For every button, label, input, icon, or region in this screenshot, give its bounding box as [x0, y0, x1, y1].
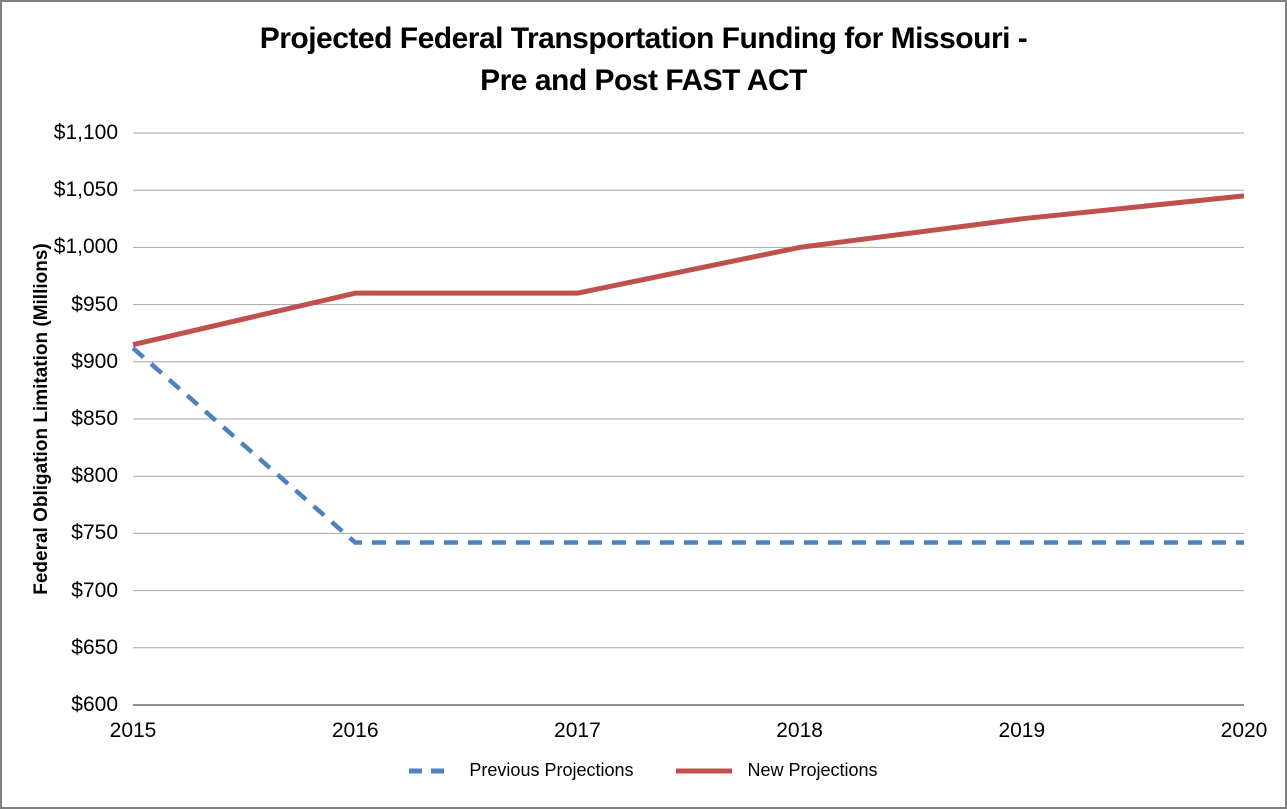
series-line-new-projections [132, 193, 1245, 348]
chart-title-line2: Pre and Post FAST ACT [480, 64, 807, 97]
chart-title-line1: Projected Federal Transportation Funding… [259, 22, 1028, 55]
legend: Previous Projections New Projections [0, 760, 1287, 781]
dashed-line-sample-icon [409, 768, 454, 773]
legend-item-previous-projections: Previous Projections [409, 760, 634, 781]
chart-title: Projected Federal Transportation Funding… [0, 18, 1287, 102]
legend-label-previous-projections: Previous Projections [469, 760, 634, 780]
series-line-previous-projections [131, 346, 1244, 545]
legend-label-new-projections: New Projections [747, 760, 878, 780]
y-axis-title: Federal Obligation Limitation (Millions) [31, 243, 52, 595]
solid-line-sample-icon [675, 768, 732, 773]
legend-item-new-projections: New Projections [675, 760, 878, 781]
